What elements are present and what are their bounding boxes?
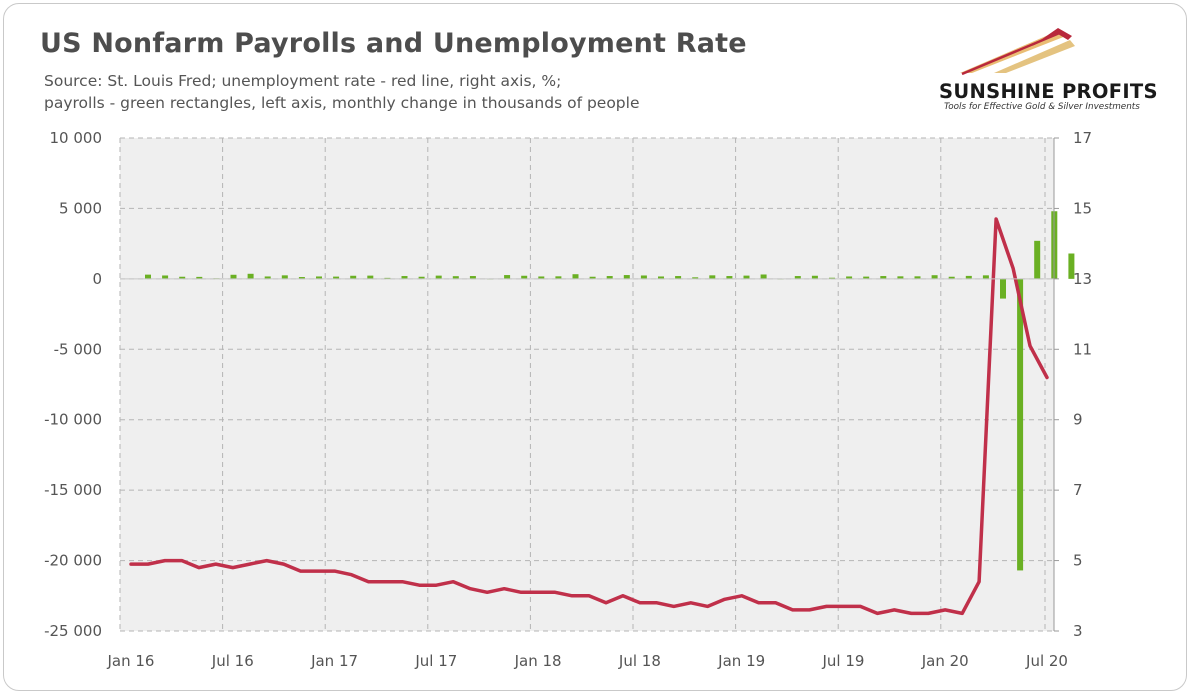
sunshine-profits-logo-icon <box>960 28 1075 76</box>
x-axis-tick-label: Jul 20 <box>1025 652 1068 670</box>
right-axis-tick-label: 5 <box>1073 552 1083 570</box>
payroll-bar <box>658 276 664 279</box>
payroll-bar <box>709 275 716 279</box>
payroll-bar <box>452 276 459 279</box>
right-axis-tick-label: 17 <box>1073 129 1092 147</box>
chart-subtitle-line2: payrolls - green rectangles, left axis, … <box>44 94 640 112</box>
unemployment-rate-line <box>129 217 1049 616</box>
payroll-bar <box>367 275 374 279</box>
left-axis-tick-label: -20 000 <box>44 552 102 570</box>
payroll-bar <box>350 275 357 279</box>
left-axis-tick-label: -25 000 <box>44 622 102 640</box>
payroll-bar <box>196 276 203 279</box>
payroll-bar <box>418 276 425 279</box>
payroll-bar <box>726 276 733 279</box>
payroll-bar <box>333 276 340 279</box>
payroll-bar <box>589 276 596 279</box>
left-axis-tick-label: 10 000 <box>50 129 103 147</box>
left-axis-tick-label: -15 000 <box>44 481 102 499</box>
x-axis-tick-label: Jan 20 <box>921 652 969 670</box>
payroll-bar <box>897 276 904 279</box>
right-axis-tick-label: 15 <box>1073 199 1092 217</box>
payroll-bar <box>931 275 938 279</box>
payroll-bar <box>1000 278 1006 299</box>
payroll-bar <box>846 276 853 279</box>
payroll-bar <box>401 276 408 279</box>
payroll-bar <box>675 276 682 279</box>
right-axis-tick-label: 7 <box>1073 481 1083 499</box>
payroll-bar <box>504 275 511 279</box>
payroll-bar <box>863 276 870 279</box>
payroll-bar <box>572 274 579 279</box>
left-axis-tick-label: -10 000 <box>44 411 102 429</box>
x-axis-tick-label: Jul 17 <box>414 652 457 670</box>
payroll-bar <box>811 275 818 279</box>
payroll-bar <box>1017 278 1024 571</box>
payroll-bar <box>606 276 613 279</box>
payroll-bar <box>538 276 545 279</box>
x-axis-tick-label: Jan 18 <box>514 652 562 670</box>
payroll-bar <box>692 277 699 279</box>
unemployment-line-layer <box>129 217 1049 616</box>
plot-area <box>120 138 1054 631</box>
right-axis-tick-label: 3 <box>1073 622 1083 640</box>
payroll-bar <box>555 276 562 279</box>
payroll-bar <box>760 274 767 279</box>
x-axis-tick-label: Jan 17 <box>310 652 358 670</box>
payroll-bar <box>230 274 237 279</box>
right-axis-tick-label: 13 <box>1073 270 1092 288</box>
payroll-bar <box>281 275 288 279</box>
payroll-bar <box>794 276 801 279</box>
axes: 10 000 5 000 0 -5 000 -10 000 -15 000 -20 000 -… <box>44 129 1092 670</box>
chart-title: US Nonfarm Payrolls and Unemployment Rat… <box>40 28 747 59</box>
x-axis-tick-label: Jul 18 <box>618 652 661 670</box>
payroll-bar <box>965 275 972 279</box>
right-axis-tick-label: 11 <box>1073 340 1092 358</box>
payroll-bar <box>948 276 955 279</box>
payroll-bar <box>298 277 305 279</box>
left-axis-tick-label: -5 000 <box>54 340 102 358</box>
payroll-bar <box>982 275 989 279</box>
payroll-bar <box>1034 240 1041 279</box>
payroll-bar <box>145 274 151 279</box>
payroll-bar <box>640 275 647 279</box>
payroll-bar <box>880 276 887 279</box>
x-axis-tick-label: Jul 19 <box>821 652 864 670</box>
chart-subtitle-line1: Source: St. Louis Fred; unemployment rat… <box>44 72 562 90</box>
payroll-bar <box>469 276 476 279</box>
x-axis-tick-label: Jul 16 <box>211 652 254 670</box>
payroll-bar <box>247 273 254 279</box>
logo-brand-name: SUNSHINE PROFITS <box>939 80 1158 103</box>
payroll-bar <box>264 276 271 279</box>
payroll-bar <box>316 276 322 279</box>
left-axis-tick-label: 5 000 <box>59 199 102 217</box>
payroll-bar <box>521 275 528 279</box>
x-axis-tick-label: Jan 19 <box>717 652 765 670</box>
x-axis-tick-label: Jan 16 <box>107 652 155 670</box>
logo-tagline: Tools for Effective Gold & Silver Invest… <box>944 102 1140 112</box>
payroll-bar <box>162 275 169 279</box>
payroll-bar <box>623 275 630 279</box>
right-axis-tick-label: 9 <box>1073 411 1083 429</box>
payroll-bar <box>435 275 442 279</box>
left-axis-tick-label: 0 <box>92 270 102 288</box>
payroll-bar <box>743 275 750 279</box>
payroll-bar <box>914 276 921 279</box>
payroll-bar <box>1068 253 1075 279</box>
payroll-bar <box>179 276 186 279</box>
payroll-bar <box>829 277 835 279</box>
